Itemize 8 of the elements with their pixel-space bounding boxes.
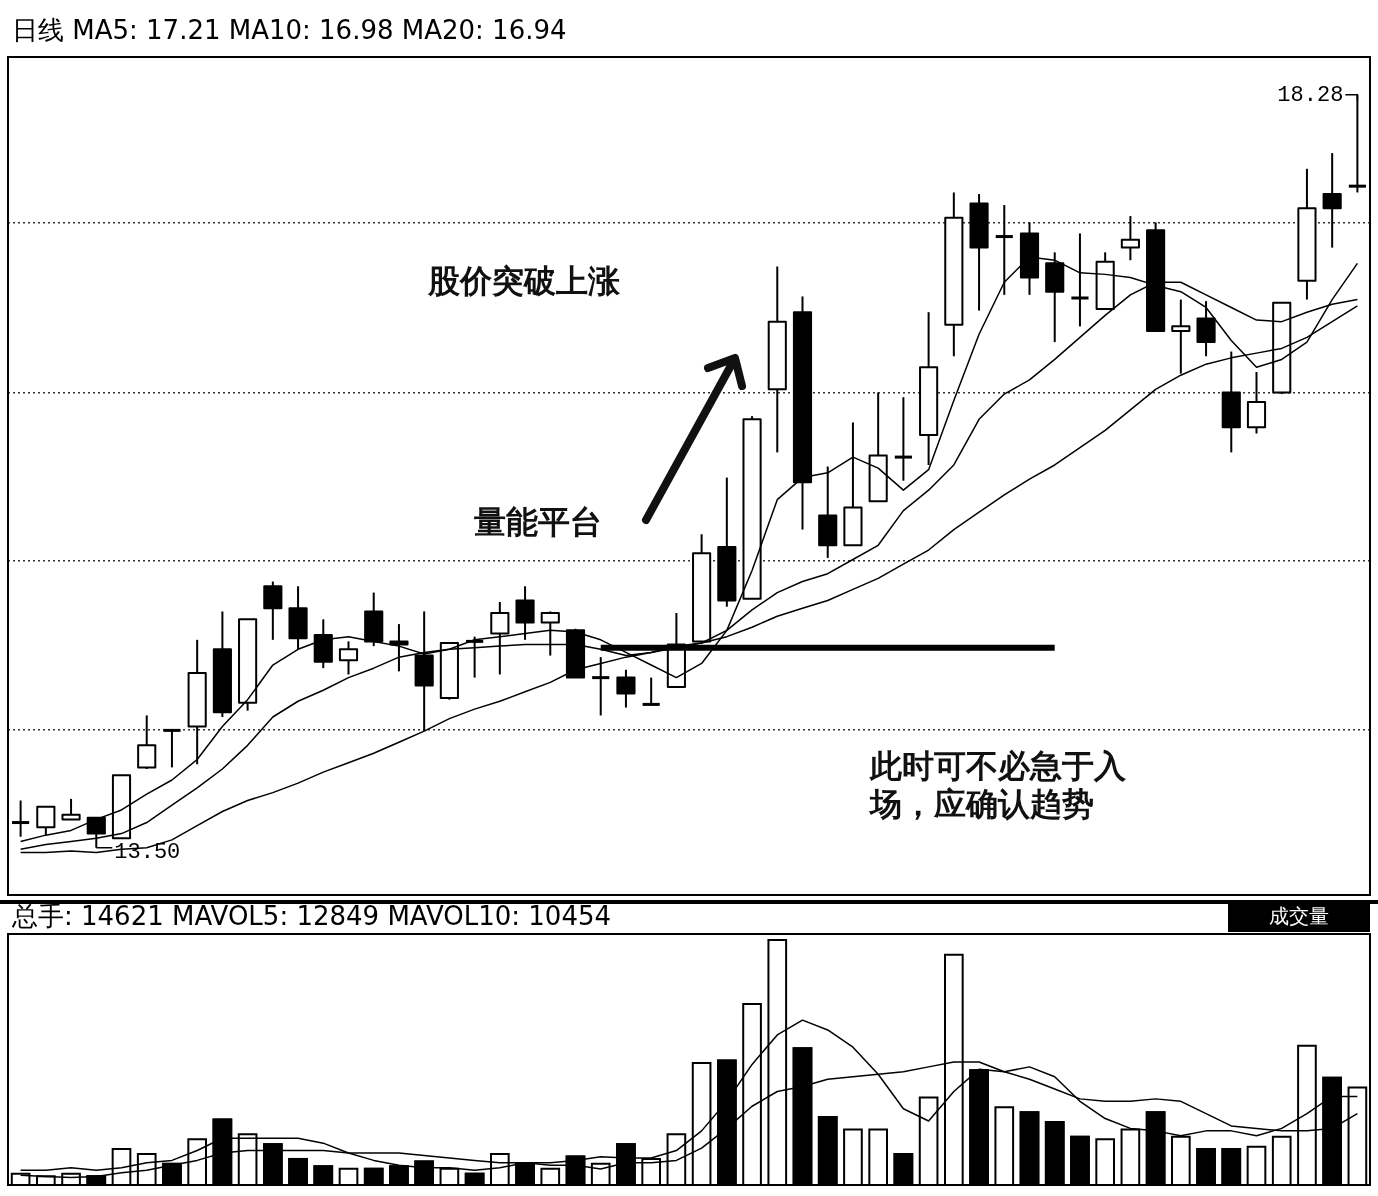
annotation: 13.50 <box>114 839 181 865</box>
text: 成交量 <box>1269 904 1329 929</box>
annotation: 股价突破上涨 <box>428 262 620 300</box>
chart-title: 日线 MA5: 17.21 MA10: 16.98 MA20: 16.94 <box>12 14 567 45</box>
annotation: 18.28 <box>1277 82 1344 108</box>
annotation: 量能平台 <box>474 503 602 541</box>
chart-title: 总手: 14621 MAVOL5: 12849 MAVOL10: 10454 <box>11 900 612 931</box>
annotation: 此时可不必急于入场，应确认趋势 <box>870 747 1127 823</box>
